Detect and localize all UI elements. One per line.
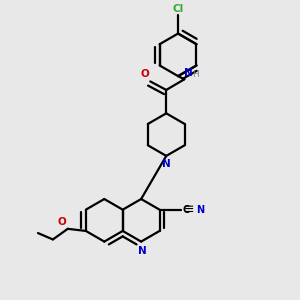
Text: O: O: [140, 69, 149, 79]
Text: C: C: [182, 205, 190, 215]
Text: H: H: [193, 70, 200, 79]
Text: N: N: [184, 68, 193, 78]
Text: O: O: [58, 217, 66, 227]
Text: N: N: [138, 246, 147, 256]
Text: N: N: [162, 159, 171, 170]
Text: Cl: Cl: [172, 4, 184, 14]
Text: N: N: [196, 205, 204, 215]
Text: ≡: ≡: [184, 203, 194, 216]
